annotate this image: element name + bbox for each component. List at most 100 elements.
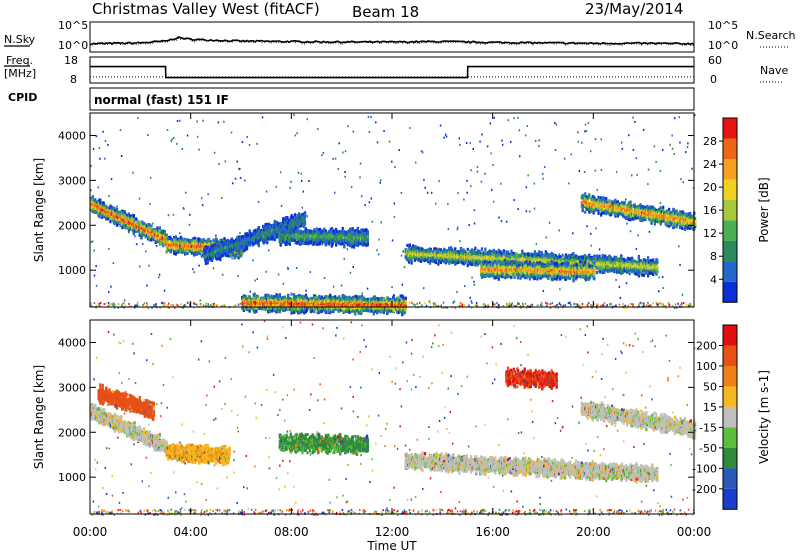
p-speckle	[647, 168, 650, 171]
p-clutter	[681, 302, 683, 305]
p-speckle	[473, 283, 476, 286]
p-clutter	[95, 305, 98, 308]
p-clutter	[549, 306, 552, 309]
p-clutter	[172, 304, 175, 307]
p-echo	[158, 242, 161, 246]
p-speckle	[423, 178, 425, 181]
p-speckle	[424, 186, 426, 189]
p-speckle	[659, 169, 662, 172]
p-clutter	[234, 304, 237, 307]
p-clutter	[99, 302, 102, 304]
p-speckle	[637, 234, 639, 237]
p-echo	[95, 209, 98, 213]
p-clutter	[597, 303, 599, 306]
freq-left-tick-bottom: 8	[70, 73, 77, 86]
p-echo	[116, 207, 119, 211]
p-speckle	[479, 140, 481, 143]
p-speckle	[321, 243, 324, 246]
p-clutter	[656, 303, 659, 306]
p-speckle	[155, 244, 158, 247]
p-speckle	[659, 202, 662, 205]
p-echo	[119, 210, 122, 214]
p-speckle	[559, 288, 561, 291]
p-speckle	[290, 180, 292, 183]
p-clutter	[463, 304, 466, 307]
p-echo	[163, 230, 166, 234]
p-clutter	[688, 305, 691, 308]
p-speckle	[476, 170, 479, 173]
p-clutter	[638, 303, 640, 306]
date-label: 23/May/2014	[585, 0, 683, 18]
p-clutter	[483, 303, 486, 306]
p-speckle	[590, 150, 592, 153]
p-clutter	[128, 303, 130, 305]
p-speckle	[489, 122, 492, 125]
p-echo	[281, 226, 284, 229]
p-clutter	[136, 301, 139, 304]
p-speckle	[671, 134, 673, 137]
p-speckle	[481, 133, 483, 136]
p-clutter	[223, 303, 225, 306]
p-speckle	[218, 162, 220, 165]
p-clutter	[630, 303, 632, 305]
p-echo	[126, 214, 129, 217]
p-echo	[313, 242, 316, 245]
p-speckle	[492, 164, 494, 167]
p-speckle	[583, 171, 586, 173]
p-speckle	[383, 130, 385, 132]
p-clutter	[560, 303, 562, 306]
p-speckle	[545, 236, 547, 239]
p-echo	[200, 254, 203, 258]
p-clutter	[683, 302, 685, 304]
p-speckle	[213, 151, 216, 154]
p-echo	[106, 217, 109, 221]
p-speckle	[525, 186, 528, 189]
p-echo	[97, 209, 100, 213]
p-speckle	[658, 276, 660, 279]
p-speckle	[275, 185, 277, 188]
p-clutter	[519, 305, 522, 308]
p-clutter	[434, 303, 437, 306]
p-echo	[108, 206, 111, 210]
p-speckle	[491, 188, 493, 191]
p-clutter	[209, 304, 212, 307]
p-clutter	[460, 304, 462, 306]
p-speckle	[158, 276, 160, 279]
p-clutter	[153, 304, 155, 307]
p-clutter	[174, 306, 176, 309]
p-clutter	[103, 303, 106, 306]
p-speckle	[498, 216, 500, 219]
p-echo	[178, 239, 181, 243]
p-speckle	[186, 301, 189, 304]
p-clutter	[674, 306, 676, 309]
p-speckle	[680, 178, 682, 181]
noise-search-line	[89, 37, 695, 47]
p-speckle	[486, 145, 489, 148]
p-speckle	[456, 291, 458, 294]
p-speckle	[297, 171, 300, 174]
p-speckle	[558, 253, 560, 256]
p-speckle	[99, 157, 101, 160]
p-clutter	[189, 304, 191, 307]
p-speckle	[459, 240, 461, 243]
p-clutter	[643, 302, 645, 305]
p-speckle	[528, 210, 531, 213]
p-speckle	[108, 291, 110, 294]
p-speckle	[350, 186, 353, 189]
p-speckle	[534, 140, 537, 142]
p-clutter	[555, 305, 557, 308]
p-speckle	[398, 149, 400, 152]
p-clutter	[690, 302, 692, 305]
p-echo	[158, 226, 161, 230]
p-echo	[194, 236, 197, 240]
p-speckle	[615, 278, 617, 281]
p-clutter	[416, 302, 418, 305]
p-speckle	[321, 154, 323, 157]
p-clutter	[517, 302, 519, 304]
p-speckle	[600, 138, 602, 141]
p-speckle	[359, 162, 362, 165]
p-speckle	[279, 171, 282, 174]
p-speckle	[403, 266, 406, 269]
p-clutter	[434, 305, 436, 308]
p-clutter	[624, 304, 626, 307]
